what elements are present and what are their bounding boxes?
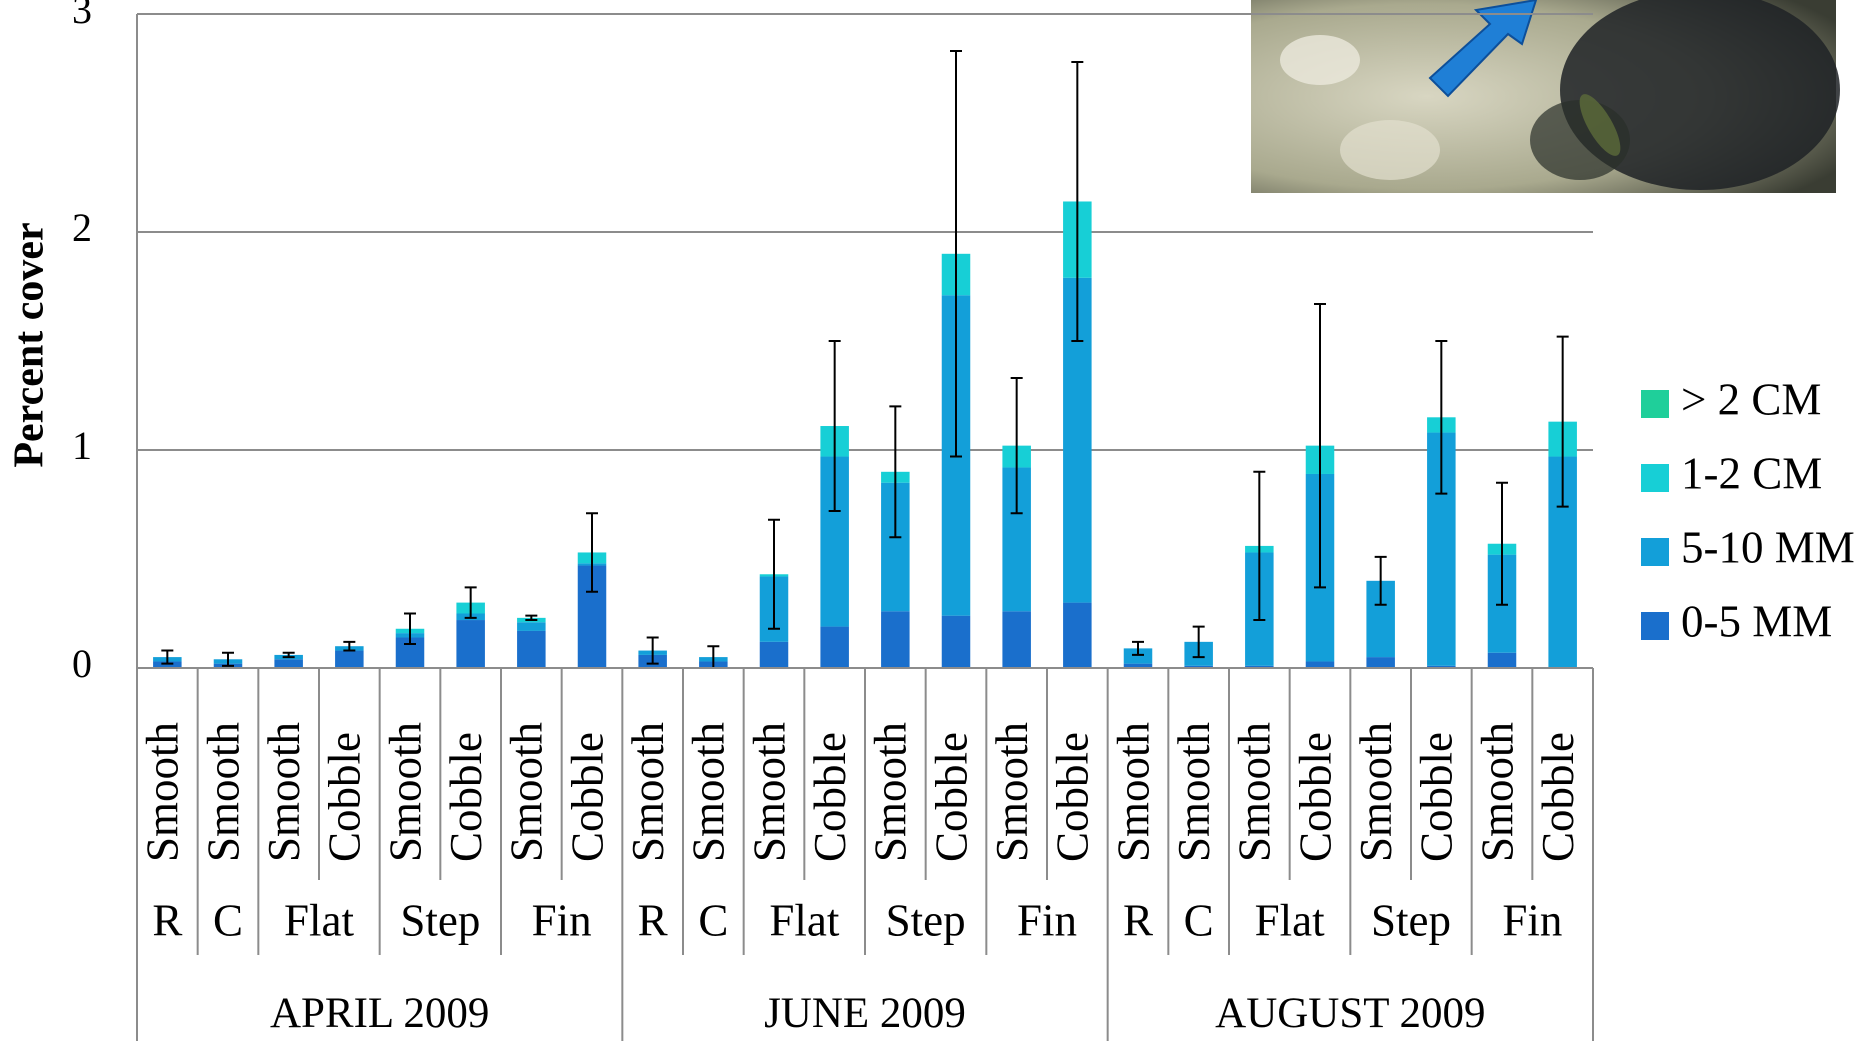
x-tick-label: Smooth [1108,722,1158,862]
bar-segment [1002,611,1031,668]
y-axis-label: Percent cover [7,222,53,467]
subgroup-label: Fin [532,895,592,945]
subgroup-label: Fin [1017,895,1077,945]
bar-segment [942,616,971,668]
x-tick-label: Smooth [1472,722,1522,862]
x-tick-label: Smooth [1351,722,1401,862]
subgroup-label: R [1123,895,1153,945]
chart: Percent cover 0123SmoothRSmoothCSmoothCo… [0,0,1864,1041]
x-tick-label: Smooth [684,722,734,862]
subgroup-label: C [213,895,243,945]
bar-segment [517,631,546,668]
group-label: APRIL 2009 [270,990,489,1037]
subgroup-label: Fin [1502,895,1562,945]
x-tick-label: Cobble [1533,732,1583,862]
subgroup-label: Flat [769,895,840,945]
bar-segment [1366,657,1395,668]
bar-segment [760,642,789,668]
bar-segment [881,611,910,668]
legend-swatch [1641,538,1669,566]
x-tick-label: Smooth [866,722,916,862]
x-tick-label: Smooth [1230,722,1280,862]
x-tick-label: Smooth [138,722,188,862]
x-tick-label: Cobble [1412,732,1462,862]
bar-segment [274,659,303,668]
bar-segment [517,622,546,631]
x-tick-label: Cobble [1290,732,1340,862]
x-tick-label: Smooth [259,722,309,862]
legend-swatch [1641,612,1669,640]
bar-segment [335,651,364,668]
subgroup-label: Step [1371,895,1451,945]
x-tick-label: Smooth [502,722,552,862]
legend-label: 1-2 CM [1681,448,1822,498]
x-tick-label: Smooth [1169,722,1219,862]
subgroup-label: Step [400,895,480,945]
bar-segment [820,627,849,668]
subgroup-label: R [638,895,668,945]
x-tick-label: Cobble [926,732,976,862]
x-tick-label: Cobble [1048,732,1098,862]
x-tick-label: Cobble [320,732,370,862]
x-tick-label: Smooth [623,722,673,862]
subgroup-label: C [698,895,728,945]
subgroup-label: Flat [1255,895,1326,945]
legend-label: 0-5 MM [1681,596,1832,646]
legend-swatch [1641,464,1669,492]
subgroup-label: Step [886,895,966,945]
y-tick-label: 3 [72,0,92,32]
group-label: AUGUST 2009 [1215,990,1485,1037]
subgroup-label: C [1184,895,1214,945]
bar-segment [456,620,485,668]
x-tick-label: Smooth [380,722,430,862]
x-tick-label: Smooth [744,722,794,862]
photo [1251,0,1840,193]
x-tick-label: Cobble [441,732,491,862]
x-tick-label: Smooth [198,722,248,862]
x-tick-label: Smooth [987,722,1037,862]
bar-segment [1488,653,1517,668]
group-label: JUNE 2009 [764,990,966,1037]
bar-segment [1063,603,1092,668]
y-tick-label: 2 [72,205,92,250]
legend-swatch [1641,390,1669,418]
subgroup-label: Flat [284,895,355,945]
legend-label: > 2 CM [1681,374,1821,424]
subgroup-label: R [152,895,182,945]
x-tick-label: Cobble [805,732,855,862]
x-tick-label: Cobble [562,732,612,862]
y-tick-label: 1 [72,423,92,468]
legend-label: 5-10 MM [1681,522,1855,572]
y-tick-label: 0 [72,641,92,686]
